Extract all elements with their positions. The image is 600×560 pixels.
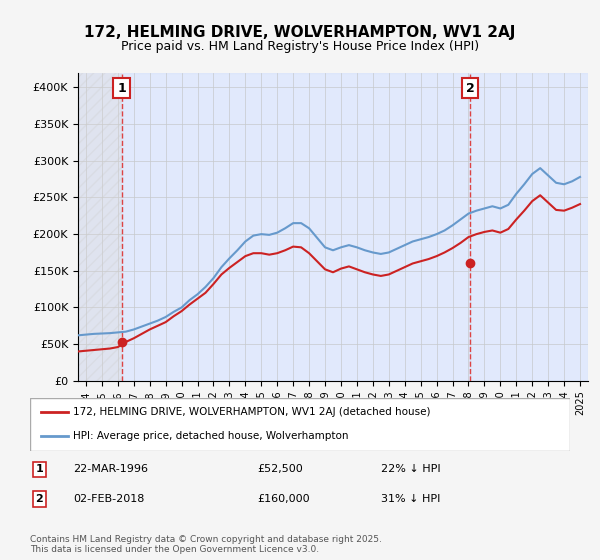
- Text: 31% ↓ HPI: 31% ↓ HPI: [381, 494, 440, 504]
- Text: 172, HELMING DRIVE, WOLVERHAMPTON, WV1 2AJ (detached house): 172, HELMING DRIVE, WOLVERHAMPTON, WV1 2…: [73, 408, 431, 418]
- Bar: [122, 73, 470, 381]
- FancyBboxPatch shape: [30, 398, 570, 451]
- Text: 22% ↓ HPI: 22% ↓ HPI: [381, 464, 440, 474]
- Text: 02-FEB-2018: 02-FEB-2018: [73, 494, 145, 504]
- Text: 1: 1: [35, 464, 43, 474]
- Text: 2: 2: [35, 494, 43, 504]
- Bar: [78, 73, 122, 381]
- Text: 22-MAR-1996: 22-MAR-1996: [73, 464, 148, 474]
- Text: 172, HELMING DRIVE, WOLVERHAMPTON, WV1 2AJ: 172, HELMING DRIVE, WOLVERHAMPTON, WV1 2…: [85, 25, 515, 40]
- Text: Price paid vs. HM Land Registry's House Price Index (HPI): Price paid vs. HM Land Registry's House …: [121, 40, 479, 53]
- Bar: [470, 73, 588, 381]
- Text: 2: 2: [466, 82, 474, 95]
- Text: Contains HM Land Registry data © Crown copyright and database right 2025.
This d: Contains HM Land Registry data © Crown c…: [30, 535, 382, 554]
- Text: £52,500: £52,500: [257, 464, 302, 474]
- Text: HPI: Average price, detached house, Wolverhampton: HPI: Average price, detached house, Wolv…: [73, 431, 349, 441]
- Text: 1: 1: [117, 82, 126, 95]
- Text: £160,000: £160,000: [257, 494, 310, 504]
